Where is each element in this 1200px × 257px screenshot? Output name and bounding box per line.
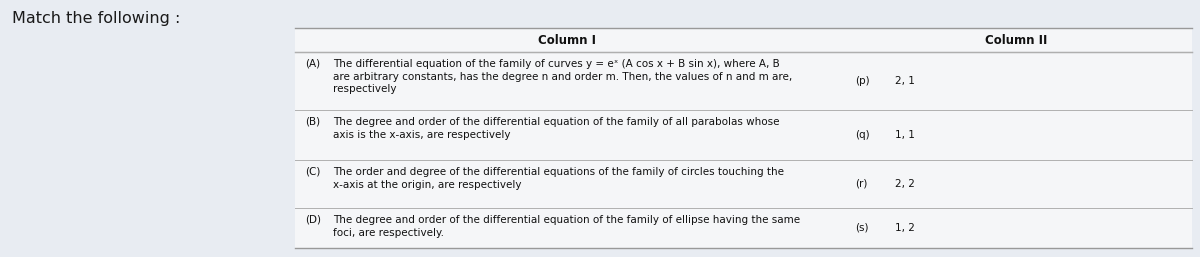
Text: Column I: Column I [539, 33, 596, 47]
Text: (r): (r) [854, 179, 868, 189]
Bar [295, 28, 1192, 248]
Text: 2, 2: 2, 2 [895, 179, 914, 189]
Text: (C): (C) [305, 167, 320, 177]
Text: 1, 1: 1, 1 [895, 130, 914, 140]
Text: foci, are respectively.: foci, are respectively. [334, 227, 444, 237]
Text: 2, 1: 2, 1 [895, 76, 914, 86]
Text: The degree and order of the differential equation of the family of ellipse havin: The degree and order of the differential… [334, 215, 800, 225]
Text: respectively: respectively [334, 84, 396, 94]
Text: Column II: Column II [985, 33, 1048, 47]
Text: Match the following :: Match the following : [12, 11, 180, 25]
Text: axis is the x-axis, are respectively: axis is the x-axis, are respectively [334, 130, 510, 140]
Text: x-axis at the origin, are respectively: x-axis at the origin, are respectively [334, 179, 522, 189]
Text: (B): (B) [305, 117, 320, 127]
Text: (D): (D) [305, 215, 322, 225]
Text: (p): (p) [854, 76, 870, 86]
Text: are arbitrary constants, has the degree n and order m. Then, the values of n and: are arbitrary constants, has the degree … [334, 71, 792, 81]
Text: The order and degree of the differential equations of the family of circles touc: The order and degree of the differential… [334, 167, 784, 177]
Text: 1, 2: 1, 2 [895, 223, 914, 233]
Text: The degree and order of the differential equation of the family of all parabolas: The degree and order of the differential… [334, 117, 780, 127]
Text: (q): (q) [854, 130, 870, 140]
Text: The differential equation of the family of curves y = eˣ (A cos x + B sin x), wh: The differential equation of the family … [334, 59, 780, 69]
Text: (s): (s) [854, 223, 869, 233]
Text: (A): (A) [305, 59, 320, 69]
